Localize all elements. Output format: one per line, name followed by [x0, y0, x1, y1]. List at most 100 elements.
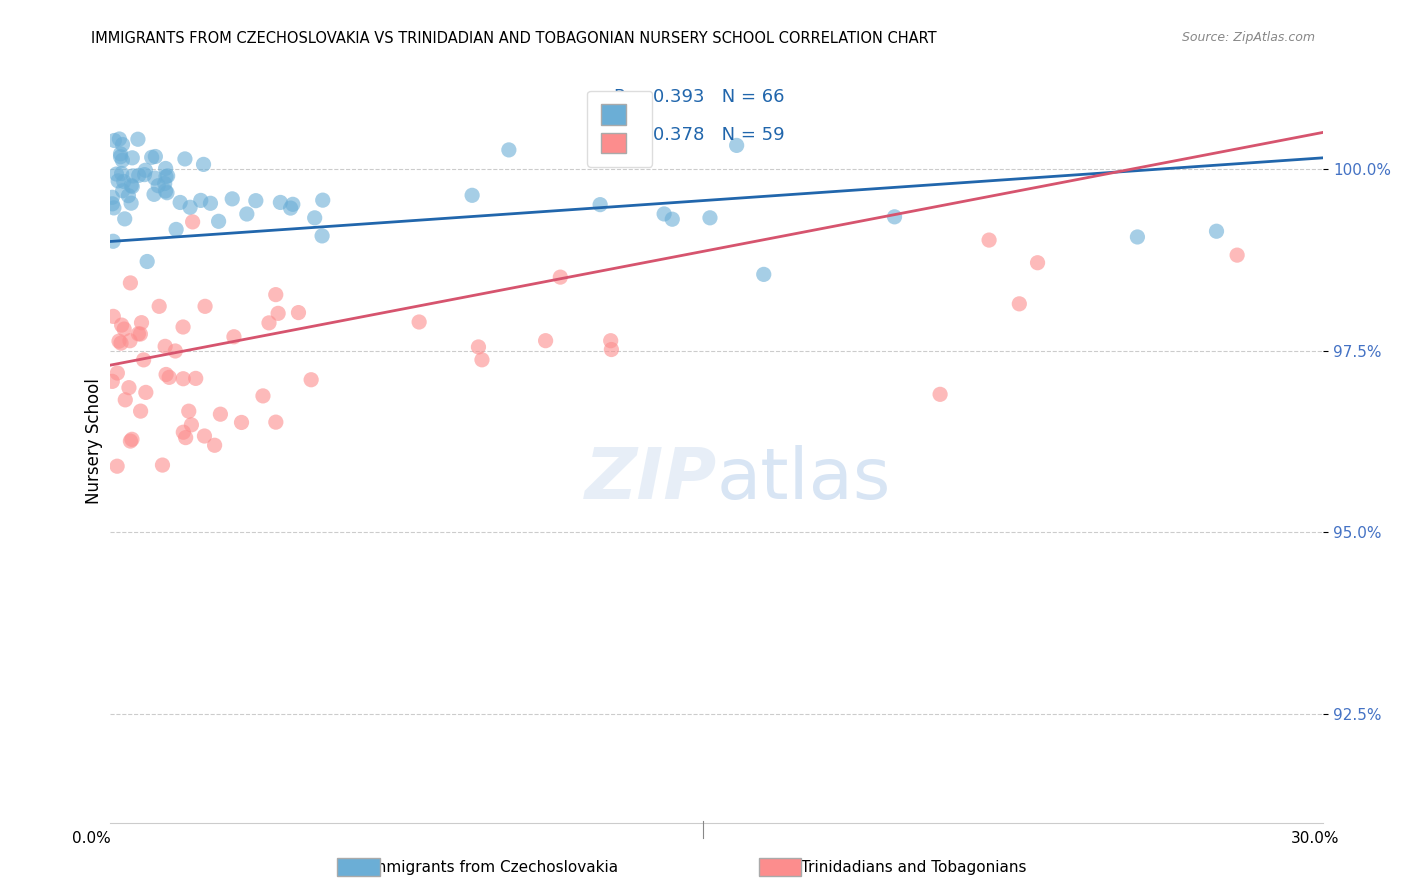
Point — [110, 146, 132, 161]
Point — [105, 366, 128, 380]
Point — [121, 433, 143, 447]
Point — [190, 194, 212, 208]
Point — [311, 228, 333, 243]
Point — [114, 211, 136, 226]
Point — [725, 138, 748, 153]
Point — [120, 196, 142, 211]
Point — [264, 415, 287, 429]
Point — [127, 132, 149, 146]
Point — [222, 330, 245, 344]
Y-axis label: Nursery School: Nursery School — [86, 378, 103, 505]
Point — [107, 174, 129, 188]
Point — [101, 190, 124, 204]
Point — [121, 151, 143, 165]
Text: atlas: atlas — [717, 445, 891, 514]
Point — [129, 326, 152, 341]
Point — [181, 215, 204, 229]
Point — [101, 196, 124, 211]
Point — [194, 299, 217, 313]
Point — [103, 201, 125, 215]
Point — [156, 186, 179, 200]
Point — [157, 370, 180, 384]
Point — [461, 188, 484, 202]
Point — [120, 434, 142, 448]
Point — [1226, 248, 1249, 262]
Point — [172, 425, 194, 440]
Legend: , : , — [588, 91, 652, 167]
Point — [204, 438, 226, 452]
Point — [467, 340, 489, 354]
Point — [172, 372, 194, 386]
Point — [103, 133, 125, 147]
Point — [699, 211, 721, 225]
Point — [111, 137, 134, 152]
Point — [312, 193, 335, 207]
Text: R = 0.393   N = 66: R = 0.393 N = 66 — [613, 87, 785, 105]
Point — [118, 334, 141, 348]
Point — [165, 222, 187, 236]
Point — [231, 416, 253, 430]
Point — [599, 334, 621, 348]
Point — [193, 157, 215, 171]
Point — [600, 343, 623, 357]
Point — [129, 404, 152, 418]
Point — [304, 211, 326, 225]
Point — [1026, 256, 1049, 270]
Text: Source: ZipAtlas.com: Source: ZipAtlas.com — [1181, 31, 1315, 45]
Text: IMMIGRANTS FROM CZECHOSLOVAKIA VS TRINIDADIAN AND TOBAGONIAN NURSERY SCHOOL CORR: IMMIGRANTS FROM CZECHOSLOVAKIA VS TRINID… — [91, 31, 936, 46]
Point — [156, 169, 179, 183]
Point — [110, 336, 132, 351]
Point — [179, 200, 201, 214]
Point — [252, 389, 274, 403]
Point — [132, 352, 155, 367]
Point — [1126, 230, 1149, 244]
Point — [498, 143, 520, 157]
Point — [112, 322, 135, 336]
Point — [114, 392, 136, 407]
Point — [101, 234, 124, 248]
Point — [169, 195, 191, 210]
Point — [652, 207, 675, 221]
Point — [209, 407, 232, 421]
Point — [408, 315, 430, 329]
Point — [111, 153, 134, 168]
Point — [180, 417, 202, 432]
Point — [110, 150, 132, 164]
Point — [257, 316, 280, 330]
Point — [153, 177, 176, 191]
Point — [145, 149, 167, 163]
Point — [752, 268, 775, 282]
Point — [153, 339, 176, 353]
Point — [245, 194, 267, 208]
Point — [108, 334, 131, 348]
Point — [120, 276, 142, 290]
Text: 30.0%: 30.0% — [1291, 831, 1339, 846]
Point — [174, 152, 197, 166]
Point — [236, 207, 259, 221]
Point — [112, 174, 135, 188]
Point — [155, 169, 177, 184]
Point — [128, 169, 150, 183]
Point — [148, 178, 170, 193]
Point — [134, 168, 156, 182]
Point — [280, 201, 302, 215]
Text: R = 0.378   N = 59: R = 0.378 N = 59 — [613, 126, 785, 144]
Point — [127, 326, 149, 341]
Point — [264, 287, 287, 301]
Point — [152, 458, 174, 472]
Text: ZIP: ZIP — [585, 445, 717, 514]
Point — [281, 197, 304, 211]
Point — [155, 184, 177, 198]
Point — [184, 371, 207, 385]
Point — [269, 195, 291, 210]
Point — [177, 404, 200, 418]
Point — [155, 161, 177, 176]
Point — [534, 334, 557, 348]
Point — [111, 318, 134, 332]
Point — [136, 254, 159, 268]
Point — [172, 320, 194, 334]
Point — [193, 429, 215, 443]
Point — [165, 343, 187, 358]
Point — [134, 163, 156, 178]
Point — [287, 305, 309, 319]
